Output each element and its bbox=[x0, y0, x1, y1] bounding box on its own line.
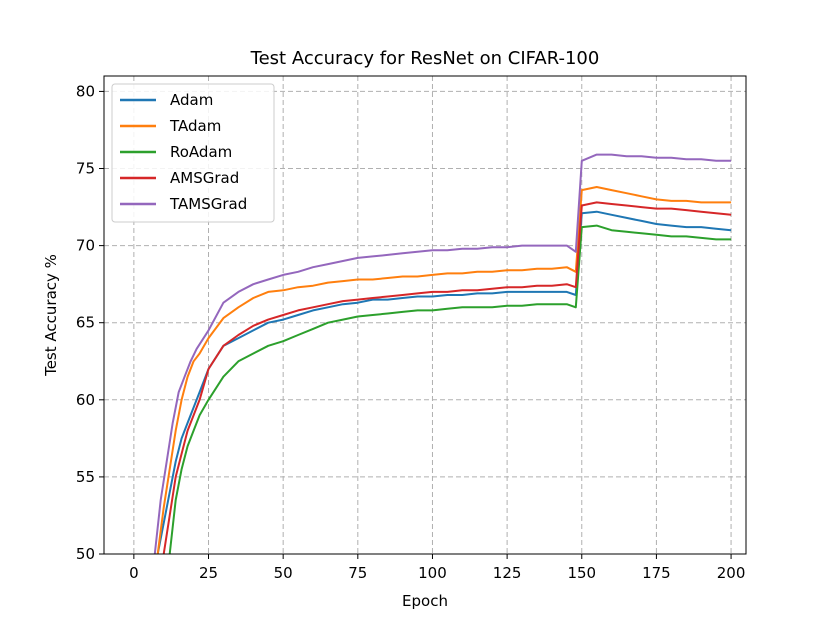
legend: Adam TAdam RoAdam AMSGrad TAMSGrad bbox=[111, 83, 275, 223]
x-tick-label: 100 bbox=[418, 564, 447, 582]
ticks: 0 25 50 75 100 125 150 175 200 50 55 60 65 70 75 80 bbox=[76, 82, 745, 582]
legend-label: AMSGrad bbox=[170, 169, 239, 187]
x-tick-label: 50 bbox=[274, 564, 293, 582]
y-tick-label: 50 bbox=[76, 545, 95, 563]
x-tick-label: 25 bbox=[199, 564, 218, 582]
series-line-tadam bbox=[156, 186, 732, 554]
x-tick-label: 0 bbox=[129, 564, 139, 582]
series-line-tamsgrad bbox=[153, 153, 732, 554]
y-tick-label: 70 bbox=[76, 237, 95, 255]
legend-label: Adam bbox=[170, 91, 213, 109]
y-tick-label: 75 bbox=[76, 160, 95, 178]
series-line-adam bbox=[156, 210, 732, 554]
chart-title: Test Accuracy for ResNet on CIFAR-100 bbox=[250, 48, 600, 69]
y-tick-label: 60 bbox=[76, 391, 95, 409]
series-line-amsgrad bbox=[162, 201, 732, 554]
series-line-roadam bbox=[168, 224, 732, 554]
legend-box bbox=[111, 83, 275, 223]
y-axis-label: Test Accuracy % bbox=[42, 254, 60, 377]
legend-label: TAMSGrad bbox=[169, 195, 247, 213]
series-lines bbox=[153, 153, 732, 554]
x-tick-label: 200 bbox=[717, 564, 746, 582]
x-tick-label: 125 bbox=[493, 564, 522, 582]
y-tick-label: 65 bbox=[76, 314, 95, 332]
legend-label: RoAdam bbox=[170, 143, 232, 161]
x-tick-label: 150 bbox=[567, 564, 596, 582]
plot-frame bbox=[103, 75, 747, 555]
y-tick-label: 55 bbox=[76, 468, 95, 486]
legend-label: TAdam bbox=[169, 117, 221, 135]
y-tick-label: 80 bbox=[76, 82, 95, 100]
x-tick-label: 75 bbox=[348, 564, 367, 582]
x-axis-label: Epoch bbox=[402, 592, 448, 610]
x-tick-label: 175 bbox=[642, 564, 671, 582]
